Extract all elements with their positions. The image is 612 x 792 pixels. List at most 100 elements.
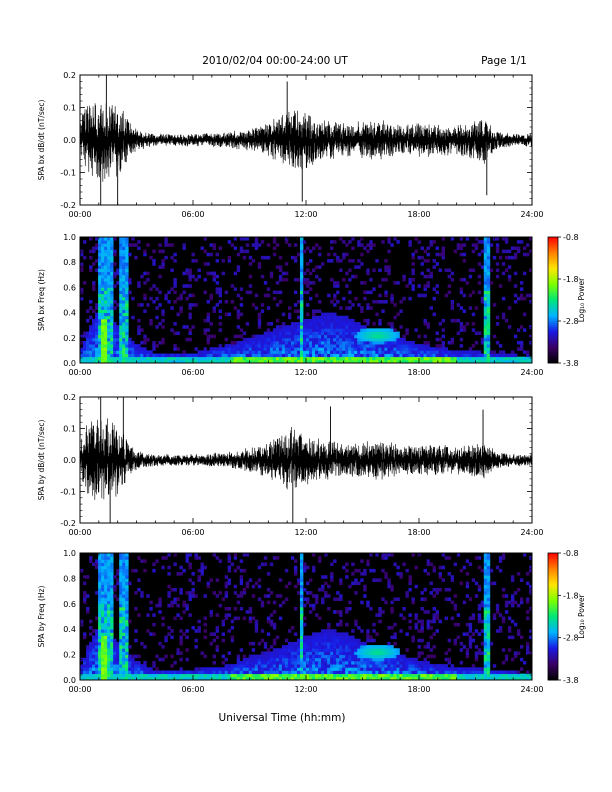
spectrogram-cell — [119, 281, 123, 285]
spectrogram-cell — [101, 331, 105, 336]
spectrogram-cell — [296, 578, 301, 582]
spectrogram-cell — [507, 265, 512, 269]
spectrogram-cell — [342, 255, 346, 260]
spectrogram-cell — [119, 562, 123, 567]
spectrogram-cell — [495, 610, 500, 614]
spectrogram-cell — [110, 651, 114, 655]
spectrogram-cell — [197, 578, 201, 582]
spectrogram-cell — [522, 356, 527, 361]
spectrogram-cell — [390, 331, 394, 336]
spectrogram-cell — [203, 237, 207, 241]
spectrogram-cell — [272, 344, 277, 348]
spectrogram-cell — [122, 587, 126, 592]
spectrogram-cell — [95, 259, 99, 263]
spectrogram-cell — [351, 657, 355, 662]
spectrogram-cell — [299, 603, 304, 608]
spectrogram-cell — [167, 584, 171, 589]
spectrogram-cell — [92, 334, 96, 339]
spectrogram-cell — [402, 277, 406, 282]
spectrogram-cell — [89, 340, 93, 345]
spectrogram-cell — [366, 654, 370, 659]
spectrogram-cell — [173, 616, 177, 621]
spectrogram-cell — [287, 306, 292, 310]
spectrogram-cell — [281, 344, 286, 348]
spectrogram-cell — [257, 584, 262, 589]
spectrogram-cell — [369, 667, 373, 671]
spectrogram-cell — [245, 359, 250, 364]
spectrogram-cell — [360, 337, 364, 342]
spectrogram-cell — [218, 293, 223, 298]
spectrogram-cell — [98, 347, 102, 351]
spectrogram-cell — [483, 654, 488, 659]
spectrogram-cell — [345, 331, 349, 336]
spectrogram-cell — [128, 353, 132, 358]
spectrogram-cell — [89, 645, 93, 649]
spectrogram-cell — [278, 654, 283, 659]
spectrogram-cell — [248, 660, 253, 665]
spectrogram-cell — [348, 676, 352, 681]
spectrogram-cell — [293, 328, 298, 332]
spectrogram-cell — [299, 594, 304, 598]
spectrogram-cell — [372, 300, 376, 304]
spectrogram-cell — [299, 638, 304, 643]
spectrogram-cell — [263, 255, 268, 260]
spectrogram-cell — [251, 648, 256, 652]
spectrogram-cell — [125, 667, 129, 671]
spectrogram-cell — [435, 347, 439, 351]
spectrogram-cell — [173, 676, 177, 681]
spectrogram-cell — [299, 246, 304, 250]
spectrogram-cell — [330, 562, 334, 567]
spectrogram-cell — [248, 657, 253, 662]
spectrogram-cell — [441, 350, 446, 354]
spectrogram-cell — [333, 356, 337, 361]
spectrogram-cell — [155, 670, 159, 675]
spectrogram-cell — [417, 350, 421, 354]
spectrogram-cell — [212, 274, 216, 279]
spectrogram-cell — [269, 673, 274, 678]
spectrogram-cell — [299, 353, 304, 358]
spectrogram-cell — [230, 359, 235, 364]
spectrogram-cell — [104, 581, 108, 586]
spectrogram-cell — [284, 648, 289, 652]
spectrogram-cell — [459, 325, 464, 329]
spectrogram-cell — [278, 277, 283, 282]
spectrogram-cell — [206, 676, 210, 681]
spectrogram-cell — [83, 340, 87, 345]
spectrogram-cell — [218, 676, 223, 681]
spectrogram-cell — [170, 600, 174, 605]
spectrogram-cell — [101, 287, 105, 291]
spectrogram-cell — [101, 622, 105, 627]
spectrogram-cell — [381, 673, 385, 678]
spectrogram-cell — [110, 318, 114, 323]
spectrogram-cell — [387, 654, 391, 659]
spectrogram-cell — [143, 676, 147, 681]
spectrogram-cell — [224, 359, 229, 364]
spectrogram-cell — [318, 300, 322, 304]
spectrogram-cell — [113, 306, 117, 310]
spectrogram-cell — [266, 293, 271, 298]
spectrogram-cell — [348, 331, 352, 336]
spectrogram-cell — [342, 632, 346, 636]
spectrogram-cell — [89, 237, 93, 241]
spectrogram-cell — [504, 673, 509, 678]
spectrogram-cell — [119, 249, 123, 254]
spectrogram-cell — [257, 660, 262, 665]
spectrogram-cell — [447, 676, 452, 681]
spectrogram-cell — [113, 584, 117, 589]
spectrogram-cell — [275, 660, 280, 665]
spectrogram-cell — [290, 322, 295, 326]
spectrogram-cell — [110, 290, 114, 295]
spectrogram-cell — [149, 676, 153, 681]
spectrogram-cell — [110, 575, 114, 579]
spectrogram-cell — [197, 673, 201, 678]
spectrogram-cell — [224, 290, 229, 295]
spectrogram-cell — [233, 350, 238, 354]
spectrogram-cell — [92, 648, 96, 652]
spectrogram-cell — [203, 328, 207, 332]
spectrogram-cell — [312, 638, 316, 643]
spectrogram-cell — [306, 268, 310, 273]
spectrogram-cell — [284, 667, 289, 671]
spectrogram-cell — [131, 315, 135, 320]
spectrogram-cell — [122, 240, 126, 244]
colorbar-step — [548, 281, 558, 284]
